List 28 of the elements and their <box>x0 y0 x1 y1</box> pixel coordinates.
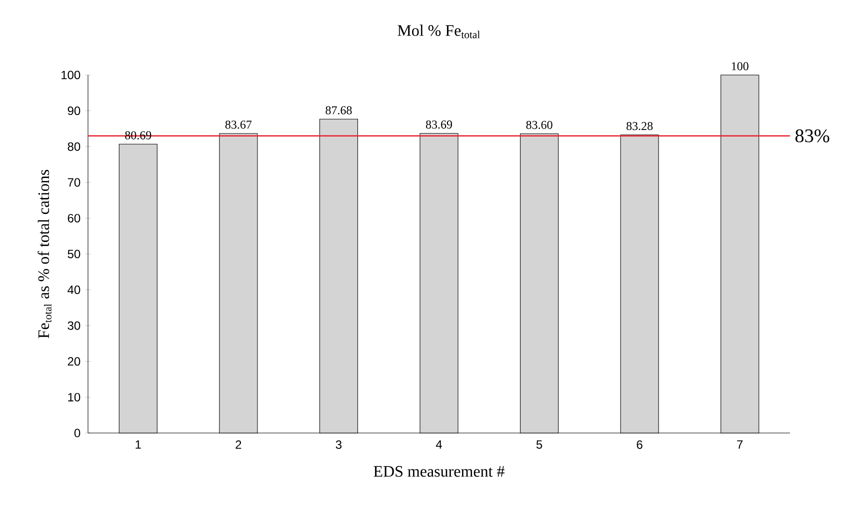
data-label: 87.68 <box>326 106 352 114</box>
x-tick-label: 6 <box>636 440 642 449</box>
y-tick-label: 100 <box>62 70 80 80</box>
y-tick-label: 30 <box>68 321 80 330</box>
x-tick-label: 7 <box>737 440 743 449</box>
data-label: 83.69 <box>426 120 452 129</box>
y-tick-label: 60 <box>68 214 80 222</box>
x-tick-label: 5 <box>536 440 542 449</box>
data-label: 83.28 <box>626 122 653 130</box>
y-tick-label: 90 <box>68 106 80 116</box>
ref-line-label: 83% <box>795 129 830 142</box>
y-tick-label: 50 <box>68 250 80 258</box>
y-tick-label: 20 <box>68 357 80 366</box>
x-tick-label: 2 <box>236 440 242 449</box>
x-tick-label: 4 <box>436 440 442 449</box>
y-tick-label: 80 <box>68 142 80 151</box>
chart-title: Mol % Fe$_{total}$ <box>398 24 480 38</box>
x-tick-label: 3 <box>336 440 342 449</box>
x-tick-label: 1 <box>136 440 141 449</box>
x-axis-title: EDS measurement # <box>374 466 504 477</box>
y-tick-label: 70 <box>68 178 80 187</box>
y-axis-title: Fe$_{total}$ as % of total cations <box>38 170 52 338</box>
y-tick-label: 10 <box>68 392 80 402</box>
data-label: 100 <box>732 62 748 70</box>
y-tick-label: 0 <box>74 428 80 438</box>
y-tick-label: 40 <box>68 286 80 294</box>
data-label: 83.60 <box>526 120 552 129</box>
data-label: 83.67 <box>225 120 252 129</box>
